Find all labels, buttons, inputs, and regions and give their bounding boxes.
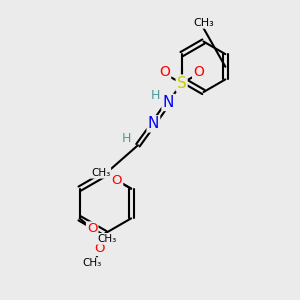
Text: CH₃: CH₃	[82, 258, 101, 268]
Text: O: O	[94, 242, 105, 255]
Text: S: S	[177, 76, 187, 91]
Text: N: N	[148, 116, 159, 131]
Text: O: O	[87, 222, 98, 236]
Text: H: H	[122, 132, 131, 145]
Text: N: N	[163, 95, 174, 110]
Text: CH₃: CH₃	[193, 18, 214, 28]
Text: O: O	[159, 65, 170, 80]
Text: O: O	[193, 65, 204, 80]
Text: O: O	[112, 174, 122, 187]
Text: CH₃: CH₃	[91, 168, 110, 178]
Text: CH₃: CH₃	[98, 234, 117, 244]
Text: H: H	[151, 89, 160, 102]
